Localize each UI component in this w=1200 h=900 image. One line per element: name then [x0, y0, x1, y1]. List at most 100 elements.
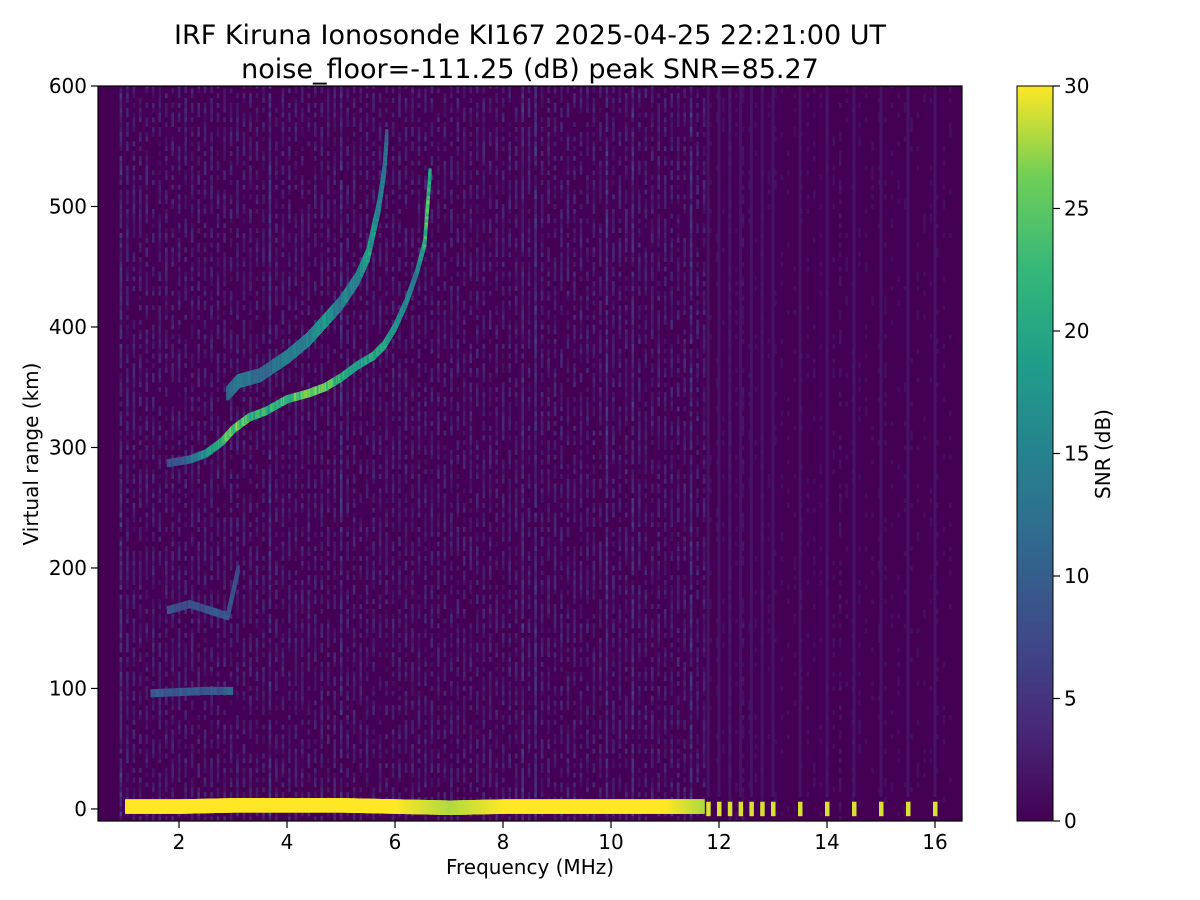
noise-cell	[223, 136, 226, 142]
noise-cell	[171, 88, 174, 94]
noise-cell	[216, 300, 220, 306]
noise-cell	[268, 546, 272, 552]
noise-cell	[411, 329, 414, 335]
noise-cell	[119, 435, 123, 441]
noise-cell	[268, 507, 272, 513]
noise-cell	[119, 551, 123, 556]
noise-cell	[184, 112, 187, 118]
noise-cell	[242, 772, 246, 778]
noise-cell	[352, 541, 356, 547]
noise-cell	[139, 194, 142, 200]
noise-cell	[307, 546, 311, 552]
noise-cell	[132, 618, 136, 624]
noise-cell	[177, 319, 181, 325]
noise-cell	[165, 768, 168, 773]
noise-cell	[190, 488, 194, 494]
noise-cell	[417, 715, 421, 720]
noise-cell	[391, 580, 395, 585]
noise-cell	[171, 122, 174, 127]
noise-cell	[197, 580, 200, 585]
noise-cell	[190, 175, 194, 181]
noise-cell	[288, 339, 291, 344]
noise-cell	[255, 739, 259, 744]
noise-cell	[229, 637, 233, 643]
noise-cell	[210, 141, 213, 147]
noise-cell	[255, 184, 259, 190]
noise-cell	[262, 339, 265, 344]
noise-cell	[378, 131, 382, 137]
noise-cell	[320, 305, 324, 311]
noise-cell	[177, 498, 181, 503]
noise-cell	[139, 266, 142, 272]
noise-cell	[320, 141, 324, 147]
noise-cell	[372, 613, 375, 619]
noise-cell	[184, 170, 187, 176]
noise-cell	[190, 594, 194, 600]
noise-cell	[365, 339, 369, 344]
noise-cell	[398, 372, 401, 378]
noise-cell	[339, 339, 343, 344]
noise-cell	[307, 281, 311, 287]
noise-cell	[301, 483, 304, 489]
noise-cell	[333, 435, 336, 441]
noise-cell	[165, 772, 168, 778]
noise-cell	[119, 686, 123, 691]
noise-cell	[223, 204, 226, 209]
noise-cell	[359, 88, 362, 94]
noise-cell	[158, 580, 162, 585]
noise-cell	[320, 671, 324, 677]
noise-cell	[391, 459, 395, 465]
noise-cell	[314, 748, 317, 754]
noise-cell	[339, 430, 343, 436]
noise-cell	[132, 493, 136, 499]
noise-cell	[152, 816, 155, 821]
noise-cell	[177, 594, 181, 600]
noise-cell	[210, 131, 213, 137]
noise-cell	[339, 107, 343, 113]
noise-cell	[177, 324, 181, 330]
noise-cell	[177, 223, 181, 229]
noise-cell	[132, 392, 136, 397]
noise-cell	[165, 584, 168, 590]
noise-cell	[404, 401, 408, 407]
noise-cell	[346, 454, 349, 460]
noise-cell	[301, 531, 304, 537]
noise-cell	[216, 213, 220, 219]
noise-cell	[339, 555, 343, 561]
noise-cell	[281, 763, 285, 769]
noise-cell	[197, 358, 200, 364]
noise-cell	[346, 430, 349, 436]
noise-cell	[145, 271, 149, 277]
noise-cell	[165, 483, 168, 489]
noise-cell	[236, 681, 239, 687]
noise-cell	[352, 758, 356, 764]
noise-cell	[203, 339, 207, 344]
noise-cell	[314, 502, 317, 508]
noise-cell	[314, 237, 317, 243]
noise-cell	[158, 160, 162, 166]
noise-cell	[288, 127, 291, 132]
noise-cell	[281, 223, 285, 229]
noise-cell	[165, 368, 168, 373]
noise-cell	[352, 199, 356, 205]
noise-cell	[275, 507, 278, 513]
noise-cell	[171, 290, 174, 296]
noise-cell	[378, 300, 382, 306]
noise-cell	[242, 507, 246, 513]
noise-cell	[126, 300, 129, 306]
noise-cell	[255, 170, 259, 176]
noise-cell	[132, 276, 136, 282]
noise-cell	[378, 613, 382, 619]
noise-cell	[197, 527, 200, 532]
noise-cell	[152, 271, 155, 277]
noise-cell	[378, 551, 382, 556]
noise-cell	[190, 127, 194, 132]
noise-cell	[236, 155, 239, 161]
noise-cell	[346, 406, 349, 412]
noise-cell	[190, 286, 194, 291]
noise-cell	[281, 295, 285, 301]
noise-cell	[314, 421, 317, 426]
noise-cell	[197, 575, 200, 581]
noise-cell	[281, 637, 285, 643]
noise-cell	[346, 768, 349, 773]
